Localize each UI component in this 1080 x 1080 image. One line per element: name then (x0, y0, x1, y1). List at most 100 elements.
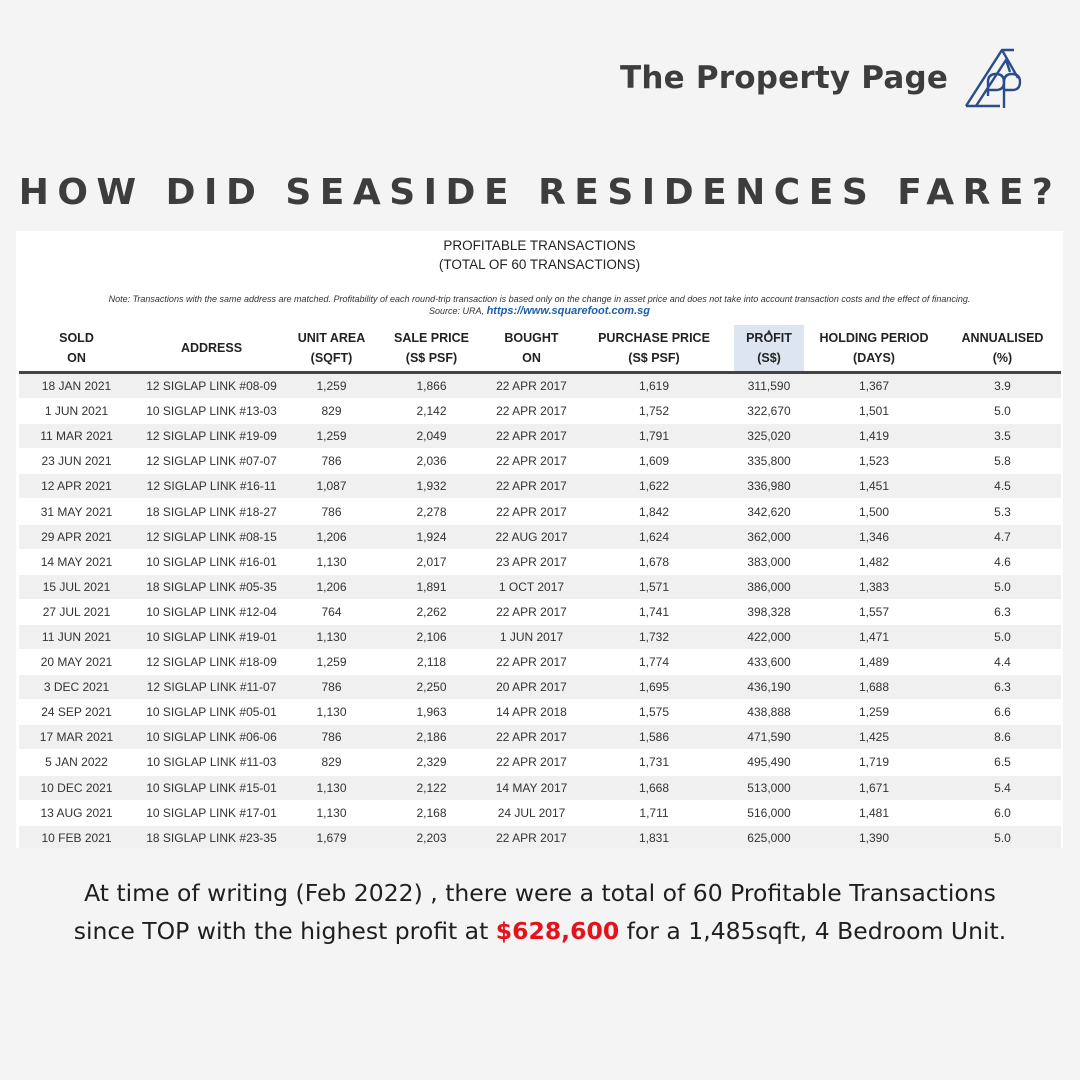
cell-annualised: 5.0 (944, 574, 1061, 600)
cell-unit-area: 1,679 (289, 825, 374, 848)
header-holding-period-line2: (DAYS) (853, 351, 895, 365)
caption: At time of writing (Feb 2022) , there we… (20, 874, 1060, 950)
sort-ascending-icon: ▲ (765, 327, 773, 336)
header-purchase-price[interactable]: PURCHASE PRICE (S$ PSF) (574, 325, 734, 373)
caption-line2-end: for a 1,485sqft, 4 Bedroom Unit. (619, 917, 1007, 945)
cell-bought-on: 22 APR 2017 (489, 599, 574, 625)
cell-unit-area: 1,206 (289, 574, 374, 600)
table-row: 1 JUN 2021 10 SIGLAP LINK #13-03 829 2,142 2… (19, 398, 1061, 425)
table-row: 3 DEC 2021 12 SIGLAP LINK #11-07 786 2,250 2… (19, 674, 1061, 701)
cell-profit: 471,590 (734, 724, 804, 751)
cell-annualised: 3.9 (944, 372, 1061, 400)
header-unit-area-line1: UNIT AREA (297, 331, 366, 345)
cell-sale-price: 2,106 (374, 624, 489, 651)
table-row: 10 FEB 2021 18 SIGLAP LINK #23-35 1,679 2,2… (19, 825, 1061, 848)
table-row: 10 DEC 2021 10 SIGLAP LINK #15-01 1,130 2,1… (19, 775, 1061, 801)
cell-address: 10 SIGLAP LINK #16-01 (134, 549, 289, 575)
cell-address: 12 SIGLAP LINK #08-09 (134, 372, 289, 400)
cell-holding-period: 1,500 (804, 498, 944, 525)
cell-profit: 433,600 (734, 649, 804, 676)
cell-bought-on: 24 JUL 2017 (489, 800, 574, 826)
cell-annualised: 4.4 (944, 649, 1061, 676)
table-row: 5 JAN 2022 10 SIGLAP LINK #11-03 829 2,329 2… (19, 749, 1061, 776)
transactions-table: SOLD ON ADDRESS UNIT AREA (SQFT) SALE PRICE (S… (19, 325, 1061, 848)
cell-sold-on: 29 APR 2021 (19, 524, 134, 550)
cell-profit: 383,000 (734, 549, 804, 575)
property-page-logo-icon (964, 48, 1022, 108)
cell-purchase-price: 1,695 (574, 674, 734, 701)
header-sale-price-line2: (S$ PSF) (405, 351, 458, 365)
cell-sale-price: 1,963 (374, 699, 489, 726)
header-sold-on[interactable]: SOLD ON (19, 325, 134, 373)
cell-holding-period: 1,688 (804, 674, 944, 701)
cell-holding-period: 1,482 (804, 549, 944, 575)
header-sold-on-line2: ON (67, 351, 86, 365)
cell-unit-area: 786 (289, 448, 374, 475)
cell-sold-on: 1 JUN 2021 (19, 398, 134, 425)
cell-unit-area: 1,259 (289, 649, 374, 676)
cell-bought-on: 22 AUG 2017 (489, 524, 574, 550)
cell-annualised: 5.0 (944, 624, 1061, 651)
table-body: 18 JAN 2021 12 SIGLAP LINK #08-09 1,259 1,8… (19, 372, 1061, 848)
cell-address: 12 SIGLAP LINK #08-15 (134, 524, 289, 550)
cell-holding-period: 1,481 (804, 800, 944, 826)
cell-sold-on: 14 MAY 2021 (19, 549, 134, 575)
header-profit-line2: (S$) (757, 351, 781, 365)
cell-unit-area: 1,130 (289, 800, 374, 826)
table-row: 12 APR 2021 12 SIGLAP LINK #16-11 1,087 1,9… (19, 473, 1061, 500)
cell-annualised: 8.6 (944, 724, 1061, 751)
cell-holding-period: 1,425 (804, 724, 944, 751)
header-annualised[interactable]: ANNUALISED (%) (944, 325, 1061, 373)
cell-bought-on: 14 APR 2018 (489, 699, 574, 726)
header-holding-period[interactable]: HOLDING PERIOD (DAYS) (804, 325, 944, 373)
source-link[interactable]: https://www.squarefoot.com.sg (486, 305, 650, 317)
cell-bought-on: 20 APR 2017 (489, 674, 574, 701)
cell-sale-price: 2,186 (374, 724, 489, 751)
cell-sale-price: 2,049 (374, 423, 489, 450)
header-profit[interactable]: ▲ PROFIT (S$) (734, 325, 804, 373)
table-title-line1: PROFITABLE TRANSACTIONS (443, 238, 636, 253)
cell-bought-on: 14 MAY 2017 (489, 775, 574, 801)
header-bought-on[interactable]: BOUGHT ON (489, 325, 574, 373)
cell-sale-price: 2,142 (374, 398, 489, 425)
caption-highlight-profit: $628,600 (495, 917, 620, 945)
cell-address: 10 SIGLAP LINK #12-04 (134, 599, 289, 625)
table-row: 27 JUL 2021 10 SIGLAP LINK #12-04 764 2,262… (19, 599, 1061, 625)
cell-sold-on: 20 MAY 2021 (19, 649, 134, 676)
cell-sold-on: 23 JUN 2021 (19, 448, 134, 475)
cell-bought-on: 22 APR 2017 (489, 724, 574, 751)
cell-address: 10 SIGLAP LINK #15-01 (134, 775, 289, 801)
cell-holding-period: 1,451 (804, 473, 944, 500)
cell-profit: 336,980 (734, 473, 804, 500)
cell-sale-price: 2,250 (374, 674, 489, 701)
cell-purchase-price: 1,752 (574, 398, 734, 425)
cell-bought-on: 22 APR 2017 (489, 398, 574, 425)
cell-unit-area: 1,130 (289, 699, 374, 726)
caption-line2-start: since TOP with the highest profit at (73, 917, 496, 945)
cell-sold-on: 24 SEP 2021 (19, 699, 134, 726)
header-address[interactable]: ADDRESS (134, 325, 289, 373)
cell-address: 18 SIGLAP LINK #05-35 (134, 574, 289, 600)
cell-address: 18 SIGLAP LINK #23-35 (134, 825, 289, 848)
cell-unit-area: 1,130 (289, 624, 374, 651)
cell-annualised: 6.0 (944, 800, 1061, 826)
header-unit-area[interactable]: UNIT AREA (SQFT) (289, 325, 374, 373)
header-sale-price[interactable]: SALE PRICE (S$ PSF) (374, 325, 489, 373)
cell-sale-price: 1,924 (374, 524, 489, 550)
cell-address: 10 SIGLAP LINK #11-03 (134, 749, 289, 776)
caption-line1: At time of writing (Feb 2022) , there we… (84, 879, 996, 907)
cell-profit: 436,190 (734, 674, 804, 701)
cell-unit-area: 1,087 (289, 473, 374, 500)
cell-holding-period: 1,501 (804, 398, 944, 425)
header-address-line1: ADDRESS (180, 341, 243, 355)
cell-unit-area: 1,259 (289, 372, 374, 400)
cell-annualised: 4.6 (944, 549, 1061, 575)
cell-annualised: 5.0 (944, 398, 1061, 425)
cell-bought-on: 23 APR 2017 (489, 549, 574, 575)
table-header-row: SOLD ON ADDRESS UNIT AREA (SQFT) SALE PRICE (S… (19, 325, 1061, 373)
cell-annualised: 4.5 (944, 473, 1061, 500)
cell-sold-on: 13 AUG 2021 (19, 800, 134, 826)
table-row: 23 JUN 2021 12 SIGLAP LINK #07-07 786 2,036… (19, 448, 1061, 475)
cell-bought-on: 22 APR 2017 (489, 498, 574, 525)
cell-annualised: 5.8 (944, 448, 1061, 475)
